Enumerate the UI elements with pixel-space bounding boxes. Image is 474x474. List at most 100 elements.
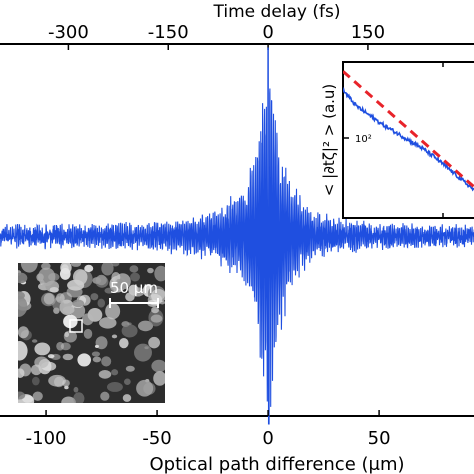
speckle [151, 359, 165, 373]
speckle [53, 307, 60, 314]
speckle [137, 320, 154, 332]
speckle [18, 341, 28, 361]
speckle [90, 293, 99, 301]
speckle [104, 287, 115, 294]
speckle [20, 263, 38, 273]
speckle [125, 365, 135, 372]
top-axis-title: Time delay (fs) [213, 2, 341, 22]
speckle [18, 391, 26, 400]
speckle [84, 264, 94, 273]
inset-tick-label: 10² [355, 134, 372, 145]
top-tick-label: -300 [48, 22, 89, 43]
speckle [129, 287, 145, 297]
speckle [87, 307, 103, 322]
x-tick-label: 0 [262, 428, 273, 449]
speckle [147, 267, 154, 274]
inset-y-axis-title: < |∂tζ|² > (a.u) [320, 84, 338, 197]
speckle [124, 378, 131, 386]
speckle [18, 326, 29, 339]
speckle [73, 392, 85, 403]
speckle [64, 331, 70, 338]
speckle [100, 391, 110, 401]
speckle-pattern [18, 263, 165, 403]
speckle [59, 267, 71, 280]
speckle [34, 342, 51, 356]
speckle [92, 356, 102, 363]
speckle [130, 272, 140, 282]
top-tick-label: 0 [262, 22, 273, 43]
x-axis-title: Optical path difference (μm) [149, 454, 404, 474]
speckle [48, 374, 66, 387]
speckle [18, 272, 28, 284]
speckle [72, 299, 85, 308]
selection-square [69, 319, 83, 333]
speckle [122, 394, 132, 402]
speckle [134, 343, 152, 362]
speckle [77, 353, 92, 367]
speckle [154, 265, 165, 282]
speckle [83, 328, 93, 339]
speckle [116, 278, 123, 284]
speckle [111, 263, 120, 267]
speckle [30, 364, 42, 376]
speckle [119, 337, 129, 349]
speckle [38, 267, 56, 287]
plot-frame [0, 43, 474, 417]
main-series [0, 47, 474, 425]
speckle [151, 306, 160, 314]
speckle [91, 351, 101, 357]
speckle [153, 371, 165, 386]
speckle [98, 370, 112, 379]
speckle [61, 396, 76, 403]
interferogram-line [0, 47, 474, 425]
speckle [47, 354, 55, 359]
speckle [72, 269, 88, 286]
top-tick-label: -150 [148, 22, 189, 43]
speckle [70, 263, 82, 267]
x-tick-label: 50 [368, 428, 391, 449]
speckle [43, 293, 55, 305]
speckle [60, 342, 71, 351]
x-tick-label: -50 [142, 428, 171, 449]
speckle [62, 353, 74, 361]
speckle [121, 324, 138, 338]
speckle [31, 339, 38, 343]
top-tick-label: 150 [351, 22, 385, 43]
x-tick-label: -100 [26, 428, 67, 449]
spectrum-inset: 10² < |∂tζ|² > (a.u) [320, 61, 474, 219]
speckle [148, 336, 161, 349]
micrograph-inset: 50 μm [18, 263, 165, 403]
speckle [18, 295, 28, 317]
bottom-axis-ticks: -100 -50 0 50 [26, 410, 391, 449]
speckle [94, 344, 100, 348]
speckle [101, 356, 112, 367]
speckle [31, 376, 40, 386]
speckle [62, 379, 70, 387]
speckle [99, 317, 117, 329]
speckle [101, 263, 114, 276]
speckle [52, 297, 64, 311]
scale-bar-label: 50 μm [110, 279, 158, 297]
speckle [127, 322, 132, 326]
speckle [97, 298, 106, 308]
speckle [111, 334, 118, 339]
speckle [22, 395, 34, 403]
speckle [105, 302, 121, 320]
speckle [18, 368, 25, 378]
top-axis-ticks: -300 -150 0 150 [48, 22, 385, 50]
speckle [49, 286, 59, 293]
speckle [151, 288, 165, 303]
speckle [106, 381, 123, 392]
speckle [129, 265, 139, 273]
speckle [143, 382, 156, 395]
speckle [32, 391, 43, 401]
speckle [64, 385, 69, 390]
speckle [111, 369, 119, 376]
speckle [69, 303, 86, 319]
speckle [73, 386, 79, 393]
measured-spectrum-line [343, 86, 474, 192]
speckle [95, 276, 109, 288]
speckle [148, 309, 164, 327]
speckle [62, 306, 75, 314]
